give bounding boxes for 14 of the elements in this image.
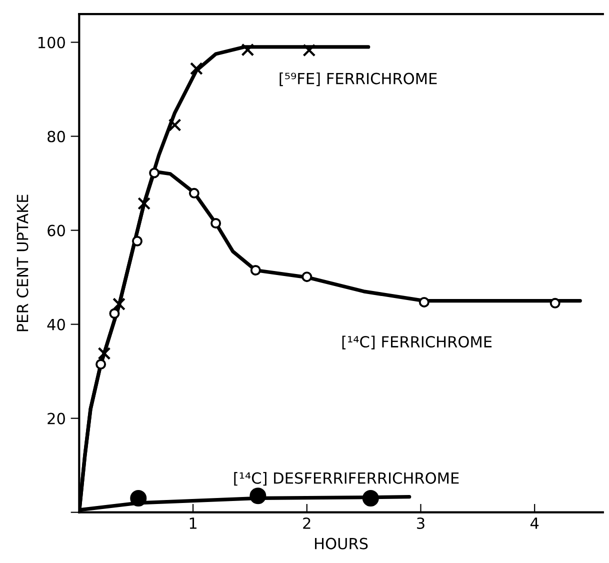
x-axis-title: HOURS xyxy=(315,538,368,550)
y-tick-label: 60 xyxy=(48,224,65,236)
x-tick-label: 3 xyxy=(417,517,424,530)
text: [¹⁴C] FERRICHROME xyxy=(342,336,492,350)
y-tick-label: 20 xyxy=(48,412,65,424)
y-tick-label: 100 xyxy=(38,36,65,48)
y-axis-title: PER CENT UPTAKE xyxy=(16,194,28,332)
y-tick-label: 40 xyxy=(47,318,65,330)
x-tick-label: 2 xyxy=(303,517,310,529)
x-tick-label: 1 xyxy=(190,518,196,529)
series-label: [¹⁴C] DESFERRIFERRICHROME xyxy=(234,472,459,486)
y-tick-label: 80 xyxy=(48,130,65,142)
x-tick-label: 4 xyxy=(530,518,539,529)
series-label: [⁵⁹FE] FERRICHROME xyxy=(280,72,437,86)
